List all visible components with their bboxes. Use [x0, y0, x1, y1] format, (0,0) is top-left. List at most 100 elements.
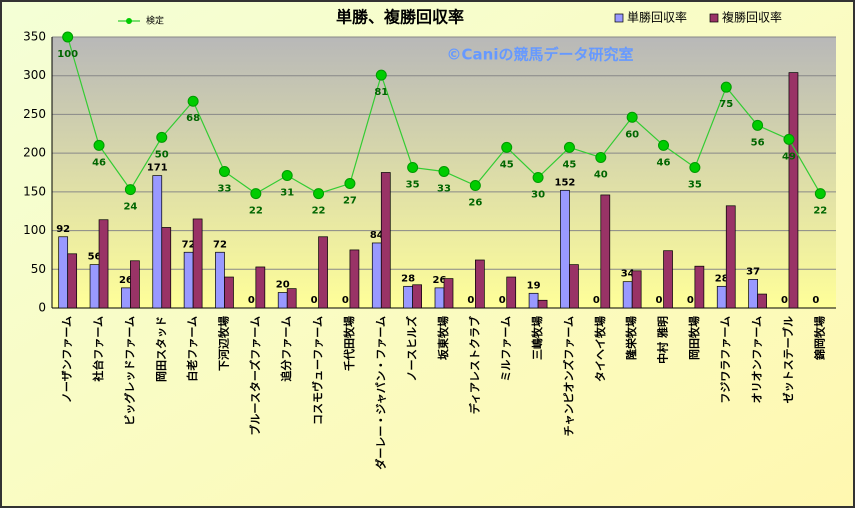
bar [277, 292, 288, 309]
x-tick-label: 隆栄牧場 [624, 316, 638, 360]
marker [814, 188, 826, 200]
bar [349, 249, 360, 309]
bar [631, 270, 642, 309]
bar [58, 236, 69, 309]
bar [600, 194, 611, 309]
bar [725, 205, 736, 309]
bar [318, 236, 328, 309]
data-label: 35 [688, 179, 702, 190]
bar [412, 284, 422, 309]
y-tick-label: 50 [31, 262, 46, 276]
data-label: 26 [119, 275, 133, 286]
x-tick-label: オリオンファーム [751, 316, 764, 403]
data-label: 100 [57, 49, 78, 60]
bar [757, 293, 767, 309]
x-tick-label: フジワラファーム [719, 316, 732, 404]
marker [689, 161, 701, 173]
data-label: 0 [248, 295, 255, 306]
bar [152, 175, 163, 309]
x-tick-label: 岡田スタッド [155, 316, 168, 382]
data-label: 22 [312, 206, 326, 217]
data-label: 84 [370, 230, 384, 241]
data-label: 0 [687, 295, 694, 306]
bar [215, 251, 225, 309]
x-tick-label: チャンピオンズファーム [561, 316, 575, 436]
marker [438, 165, 450, 177]
marker [250, 188, 262, 200]
data-label: 31 [280, 188, 294, 199]
bar [371, 242, 382, 309]
x-tick-label: 追分ファーム [279, 316, 293, 382]
y-tick-label: 250 [23, 107, 46, 121]
data-label: 0 [781, 295, 788, 306]
bar [224, 276, 234, 309]
y-tick-label: 300 [23, 68, 46, 82]
x-tick-label: ディアレストクラブ [467, 316, 481, 414]
y-tick-label: 200 [23, 146, 46, 160]
data-label: 30 [531, 190, 545, 201]
data-label: 24 [123, 202, 137, 213]
marker [344, 178, 356, 190]
marker [720, 81, 732, 93]
marker [281, 170, 293, 182]
bar [748, 279, 758, 309]
data-label: 0 [812, 295, 819, 306]
marker [62, 31, 74, 43]
marker [313, 188, 325, 200]
bar [403, 285, 413, 309]
marker [783, 133, 795, 145]
marker [595, 151, 607, 163]
x-tick-label: 中村 雅明 [656, 316, 670, 364]
data-label: 0 [499, 295, 506, 306]
bar [183, 251, 194, 309]
y-tick-label: 0 [38, 301, 46, 315]
bar [716, 285, 727, 309]
bar [161, 227, 172, 309]
data-label: 33 [437, 183, 451, 194]
marker [375, 69, 387, 81]
legend-label: 複勝回収率 [722, 10, 782, 25]
x-tick-label: 白老ファーム [185, 316, 199, 382]
bar [528, 292, 539, 309]
x-tick-label: タイヘイ牧場 [593, 316, 607, 382]
data-label: 0 [311, 295, 318, 306]
bar [475, 259, 485, 309]
y-tick-label: 100 [23, 223, 46, 237]
marker [93, 139, 105, 151]
data-label: 92 [56, 224, 70, 235]
data-label: 72 [213, 239, 227, 250]
x-tick-label: ミルファーム [500, 316, 513, 382]
bar [67, 253, 78, 309]
x-tick-label: 岡田牧場 [687, 316, 701, 360]
data-label: 19 [527, 280, 541, 291]
data-label: 45 [500, 159, 514, 170]
x-tick-label: 坂東牧場 [436, 316, 450, 360]
data-label: 152 [555, 177, 576, 188]
legend-label: 単勝回収率 [627, 10, 687, 25]
data-label: 40 [594, 169, 608, 180]
x-tick-label: ダーレー・ジャパン・ファーム [373, 316, 387, 470]
marker [563, 141, 575, 153]
bar [560, 189, 570, 309]
data-label: 0 [342, 295, 349, 306]
data-label: 46 [92, 157, 106, 168]
data-label: 49 [782, 151, 796, 162]
bar [788, 72, 799, 309]
data-label: 75 [719, 99, 733, 110]
chart-title: 単勝、複勝回収率 [336, 8, 464, 27]
x-tick-label: ビッグレッドファーム [122, 316, 136, 426]
bar [443, 278, 454, 309]
marker [658, 139, 670, 151]
data-label: 37 [746, 266, 760, 277]
data-label: 22 [249, 206, 263, 217]
x-tick-label: ゼットステーブル [781, 316, 795, 403]
marker [752, 119, 764, 131]
x-tick-label: 三嶋牧場 [530, 316, 544, 360]
data-label: 26 [433, 275, 447, 286]
data-label: 56 [751, 137, 765, 148]
data-label: 171 [147, 163, 168, 174]
x-tick-label: 下河辺牧場 [216, 316, 230, 371]
data-label: 35 [406, 179, 420, 190]
bar [380, 172, 391, 309]
